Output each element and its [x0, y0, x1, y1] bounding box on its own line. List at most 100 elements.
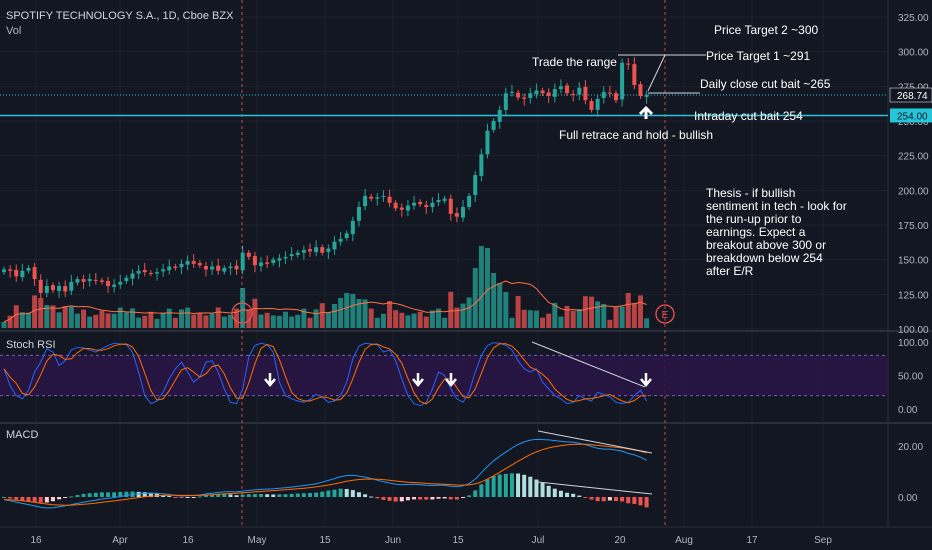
- price-axis-tick: 175.00: [898, 221, 929, 232]
- volume-bar: [625, 293, 631, 328]
- candle-body: [344, 233, 349, 239]
- macd-histogram-bar: [473, 490, 478, 497]
- macd-histogram-bar: [81, 493, 86, 497]
- candle-body: [503, 93, 508, 110]
- volume-bar: [270, 315, 276, 328]
- volume-bar: [148, 311, 154, 328]
- volume-bar: [13, 305, 19, 328]
- volume-bar: [252, 298, 258, 328]
- volume-bar: [631, 303, 637, 328]
- time-axis-label: 16: [30, 535, 42, 546]
- macd-histogram-bar: [179, 497, 184, 498]
- macd-histogram-bar: [295, 493, 300, 497]
- down-arrow-icon: [264, 373, 276, 387]
- candle-body: [338, 238, 343, 242]
- volume-label: Vol: [6, 25, 22, 37]
- time-axis-label: 16: [182, 535, 194, 546]
- volume-bar: [50, 305, 56, 328]
- volume-bar: [338, 298, 344, 328]
- macd-histogram-bar: [620, 497, 625, 502]
- macd-histogram-bar: [528, 476, 533, 497]
- candle-body: [2, 269, 6, 273]
- macd-histogram-bar: [375, 497, 380, 499]
- macd-divergence-trendline: [537, 430, 653, 454]
- macd-histogram-bar: [191, 497, 196, 498]
- macd-histogram-bar: [106, 492, 111, 497]
- volume-bar: [319, 303, 325, 328]
- candle-body: [571, 94, 576, 96]
- candle-body: [638, 84, 643, 97]
- macd-histogram-bar: [534, 479, 539, 497]
- volume-bar: [136, 317, 142, 328]
- time-axis-label: 17: [746, 535, 758, 546]
- volume-bar: [350, 294, 356, 328]
- candle-body: [430, 202, 435, 207]
- macd-histogram-bar: [32, 497, 37, 503]
- macd-histogram-bar: [522, 474, 527, 497]
- candle-body: [485, 130, 490, 155]
- volume-bar: [295, 314, 301, 328]
- candle-body: [461, 206, 465, 218]
- annotation-retrace: Full retrace and hold - bullish: [559, 128, 714, 142]
- macd-histogram-bar: [99, 492, 104, 497]
- candle-body: [99, 280, 104, 282]
- macd-histogram-bar: [430, 497, 435, 500]
- candle-body: [320, 247, 325, 253]
- macd-histogram-bar: [356, 492, 361, 497]
- price-badge: [889, 87, 932, 103]
- candle-body: [210, 266, 215, 270]
- price-axis-tick: 225.00: [898, 152, 929, 163]
- volume-bar: [166, 308, 172, 328]
- volume-bar: [197, 312, 203, 328]
- macd-histogram-bar: [369, 496, 374, 498]
- volume-bar: [105, 313, 111, 328]
- volume-bar: [503, 292, 509, 328]
- volume-bar: [515, 296, 521, 328]
- macd-histogram-bar: [601, 497, 606, 502]
- macd-histogram-bar: [381, 497, 386, 500]
- candle-body: [436, 200, 441, 202]
- candle-body: [607, 92, 612, 94]
- candle-body: [246, 252, 251, 257]
- volume-bar: [411, 313, 417, 328]
- candle-body: [252, 256, 257, 266]
- annotation-daily-cut: Daily close cut bait ~265: [700, 77, 831, 91]
- macd-histogram-bar: [246, 494, 251, 497]
- candle-body: [148, 272, 153, 274]
- volume-bar: [246, 309, 252, 328]
- macd-histogram-bar: [595, 497, 600, 502]
- volume-bar: [460, 303, 466, 328]
- macd-histogram-bar: [454, 497, 459, 500]
- candle-body: [442, 198, 447, 201]
- candle-body: [75, 279, 80, 283]
- volume-bar: [466, 297, 472, 328]
- macd-histogram-bar: [552, 488, 557, 497]
- volume-bar: [582, 296, 588, 328]
- rsi-divergence-trendline: [531, 341, 646, 388]
- macd-histogram-trendline: [537, 481, 653, 495]
- price-axis-tick: 300.00: [898, 48, 929, 59]
- time-axis-label: Jul: [532, 535, 545, 546]
- down-arrow-icon: [412, 373, 424, 387]
- candle-body: [467, 195, 472, 207]
- volume-bar: [215, 307, 221, 328]
- macd-histogram-bar: [442, 497, 447, 499]
- candle-body: [509, 91, 514, 93]
- volume-bar: [546, 313, 552, 328]
- volume-bar: [558, 316, 564, 328]
- candle-body: [124, 277, 129, 282]
- volume-bar: [527, 310, 533, 328]
- macd-histogram-bar: [436, 497, 441, 499]
- chart-title: SPOTIFY TECHNOLOGY S.A., 1D, Cboe BZX: [6, 10, 234, 22]
- price-axis-tick: 100.00: [898, 325, 929, 336]
- candle-body: [516, 92, 521, 98]
- candle-body: [265, 262, 270, 264]
- candle-body: [57, 286, 62, 292]
- macd-histogram-bar: [161, 494, 166, 497]
- volume-bar: [172, 317, 178, 328]
- macd-histogram-bar: [118, 491, 123, 497]
- volume-moving-average: [3, 280, 647, 323]
- candle-body: [399, 207, 404, 210]
- volume-bar: [44, 305, 50, 328]
